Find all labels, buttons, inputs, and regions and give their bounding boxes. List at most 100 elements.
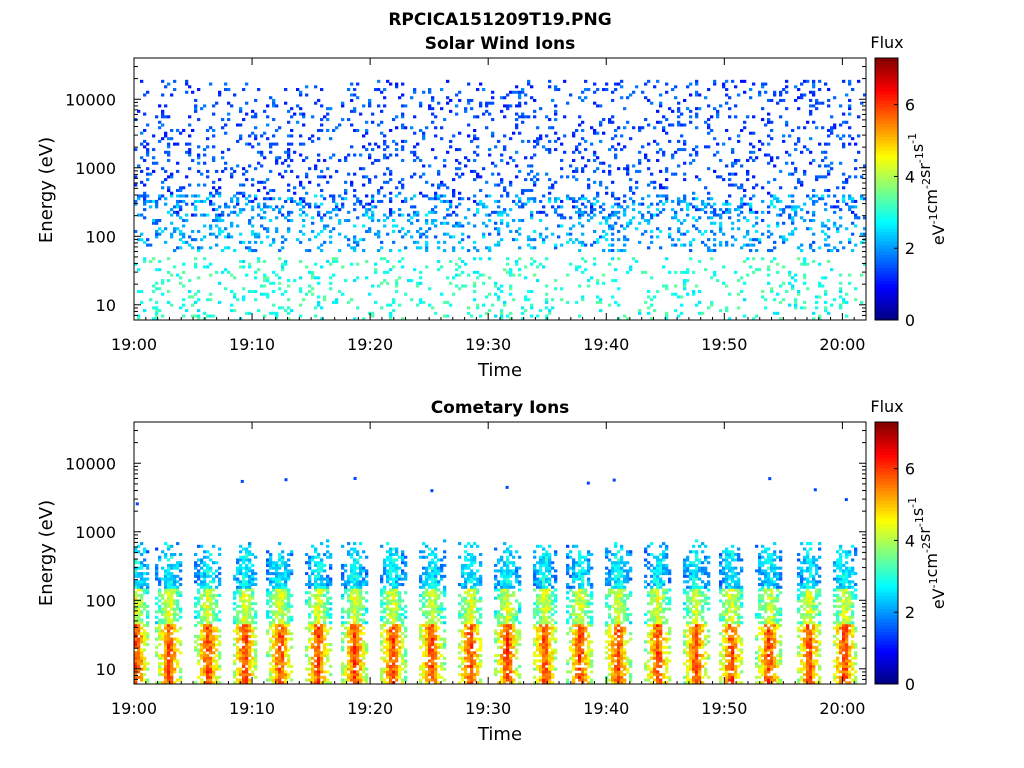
heatmap-cell bbox=[653, 213, 657, 217]
heatmap-cell bbox=[272, 289, 276, 294]
heatmap-cell bbox=[158, 634, 162, 638]
heatmap-cell bbox=[440, 126, 444, 130]
heatmap-cell bbox=[368, 292, 372, 296]
heatmap-cell bbox=[140, 632, 144, 636]
heatmap-cell bbox=[716, 150, 720, 154]
heatmap-cell bbox=[722, 82, 726, 86]
heatmap-cell bbox=[143, 607, 147, 611]
heatmap-cell bbox=[308, 205, 312, 209]
heatmap-cell bbox=[320, 662, 324, 666]
heatmap-cell bbox=[740, 199, 744, 203]
heatmap-cell bbox=[641, 232, 645, 236]
heatmap-cell bbox=[443, 183, 447, 187]
heatmap-cell bbox=[137, 238, 141, 242]
heatmap-cell bbox=[641, 216, 645, 220]
heatmap-cell bbox=[662, 186, 666, 190]
heatmap-cell bbox=[134, 599, 138, 603]
heatmap-cell bbox=[245, 569, 249, 573]
heatmap-cell bbox=[728, 210, 732, 214]
heatmap-cell bbox=[737, 186, 741, 190]
heatmap-cell bbox=[257, 161, 261, 165]
heatmap-cell bbox=[689, 93, 693, 97]
heatmap-cell bbox=[158, 287, 162, 291]
heatmap-cell bbox=[146, 604, 150, 608]
heatmap-cell bbox=[383, 134, 387, 138]
heatmap-cell bbox=[161, 229, 165, 233]
heatmap-cell bbox=[320, 610, 324, 614]
heatmap-cell bbox=[497, 139, 501, 143]
heatmap-cell bbox=[206, 585, 210, 589]
heatmap-cell bbox=[578, 216, 582, 220]
heatmap-cell bbox=[206, 583, 210, 587]
heatmap-cell bbox=[818, 197, 822, 201]
heatmap-cell bbox=[152, 169, 156, 173]
heatmap-cell bbox=[359, 153, 363, 157]
heatmap-cell bbox=[143, 112, 147, 116]
heatmap-cell bbox=[266, 205, 270, 209]
heatmap-cell bbox=[644, 118, 648, 122]
heatmap-cell bbox=[362, 205, 366, 209]
heatmap-cell bbox=[569, 216, 573, 220]
heatmap-cell bbox=[314, 651, 318, 655]
heatmap-cell bbox=[362, 317, 366, 321]
heatmap-cell bbox=[725, 101, 729, 105]
heatmap-cell bbox=[167, 640, 171, 644]
heatmap-cell bbox=[200, 637, 204, 641]
heatmap-cell bbox=[554, 139, 558, 143]
heatmap-cell bbox=[443, 240, 447, 244]
heatmap-cell bbox=[200, 238, 204, 242]
heatmap-cell bbox=[725, 208, 729, 212]
heatmap-cell bbox=[278, 574, 282, 578]
heatmap-cell bbox=[410, 279, 414, 283]
heatmap-cell bbox=[737, 205, 741, 209]
heatmap-cell bbox=[140, 634, 144, 638]
heatmap-cell bbox=[737, 306, 741, 310]
heatmap-cell bbox=[245, 678, 249, 682]
heatmap-cell bbox=[158, 673, 162, 677]
heatmap-cell bbox=[350, 555, 354, 559]
heatmap-cell bbox=[761, 257, 765, 261]
heatmap-cell bbox=[521, 115, 525, 119]
heatmap-cell bbox=[794, 306, 798, 310]
heatmap-cell bbox=[416, 219, 420, 223]
colorbar-swatch bbox=[875, 123, 898, 128]
heatmap-cell bbox=[389, 153, 393, 157]
heatmap-cell bbox=[485, 109, 489, 113]
heatmap-cell bbox=[824, 202, 828, 206]
heatmap-cell bbox=[527, 238, 531, 242]
heatmap-cell bbox=[686, 279, 690, 283]
heatmap-cell bbox=[677, 219, 681, 223]
heatmap-cell bbox=[194, 238, 198, 242]
heatmap-cell bbox=[674, 309, 678, 313]
heatmap-cell bbox=[197, 637, 201, 641]
heatmap-cell bbox=[386, 156, 390, 160]
heatmap-cell bbox=[320, 629, 324, 633]
heatmap-cell bbox=[263, 284, 267, 288]
heatmap-cell bbox=[245, 593, 249, 597]
heatmap-cell bbox=[266, 550, 270, 554]
heatmap-cell bbox=[287, 675, 291, 679]
heatmap-cell bbox=[272, 585, 276, 589]
heatmap-cell bbox=[143, 547, 147, 551]
heatmap-cell bbox=[611, 120, 615, 124]
heatmap-cell bbox=[341, 662, 345, 666]
heatmap-cell bbox=[173, 613, 177, 617]
heatmap-cell bbox=[275, 588, 279, 592]
heatmap-cell bbox=[347, 219, 351, 223]
heatmap-cell bbox=[698, 93, 702, 97]
heatmap-cell bbox=[389, 268, 393, 272]
heatmap-cell bbox=[509, 183, 513, 187]
heatmap-cell bbox=[269, 615, 273, 619]
heatmap-cell bbox=[251, 596, 255, 600]
heatmap-cell bbox=[170, 632, 174, 636]
heatmap-cell bbox=[311, 593, 315, 597]
heatmap-cell bbox=[302, 115, 306, 119]
heatmap-cell bbox=[485, 180, 489, 184]
heatmap-cell bbox=[509, 90, 513, 94]
heatmap-cell bbox=[197, 229, 201, 233]
heatmap-cell bbox=[638, 126, 642, 130]
heatmap-cell bbox=[389, 208, 393, 212]
heatmap-cell bbox=[680, 295, 684, 299]
heatmap-cell bbox=[455, 224, 459, 228]
heatmap-cell bbox=[311, 675, 315, 679]
